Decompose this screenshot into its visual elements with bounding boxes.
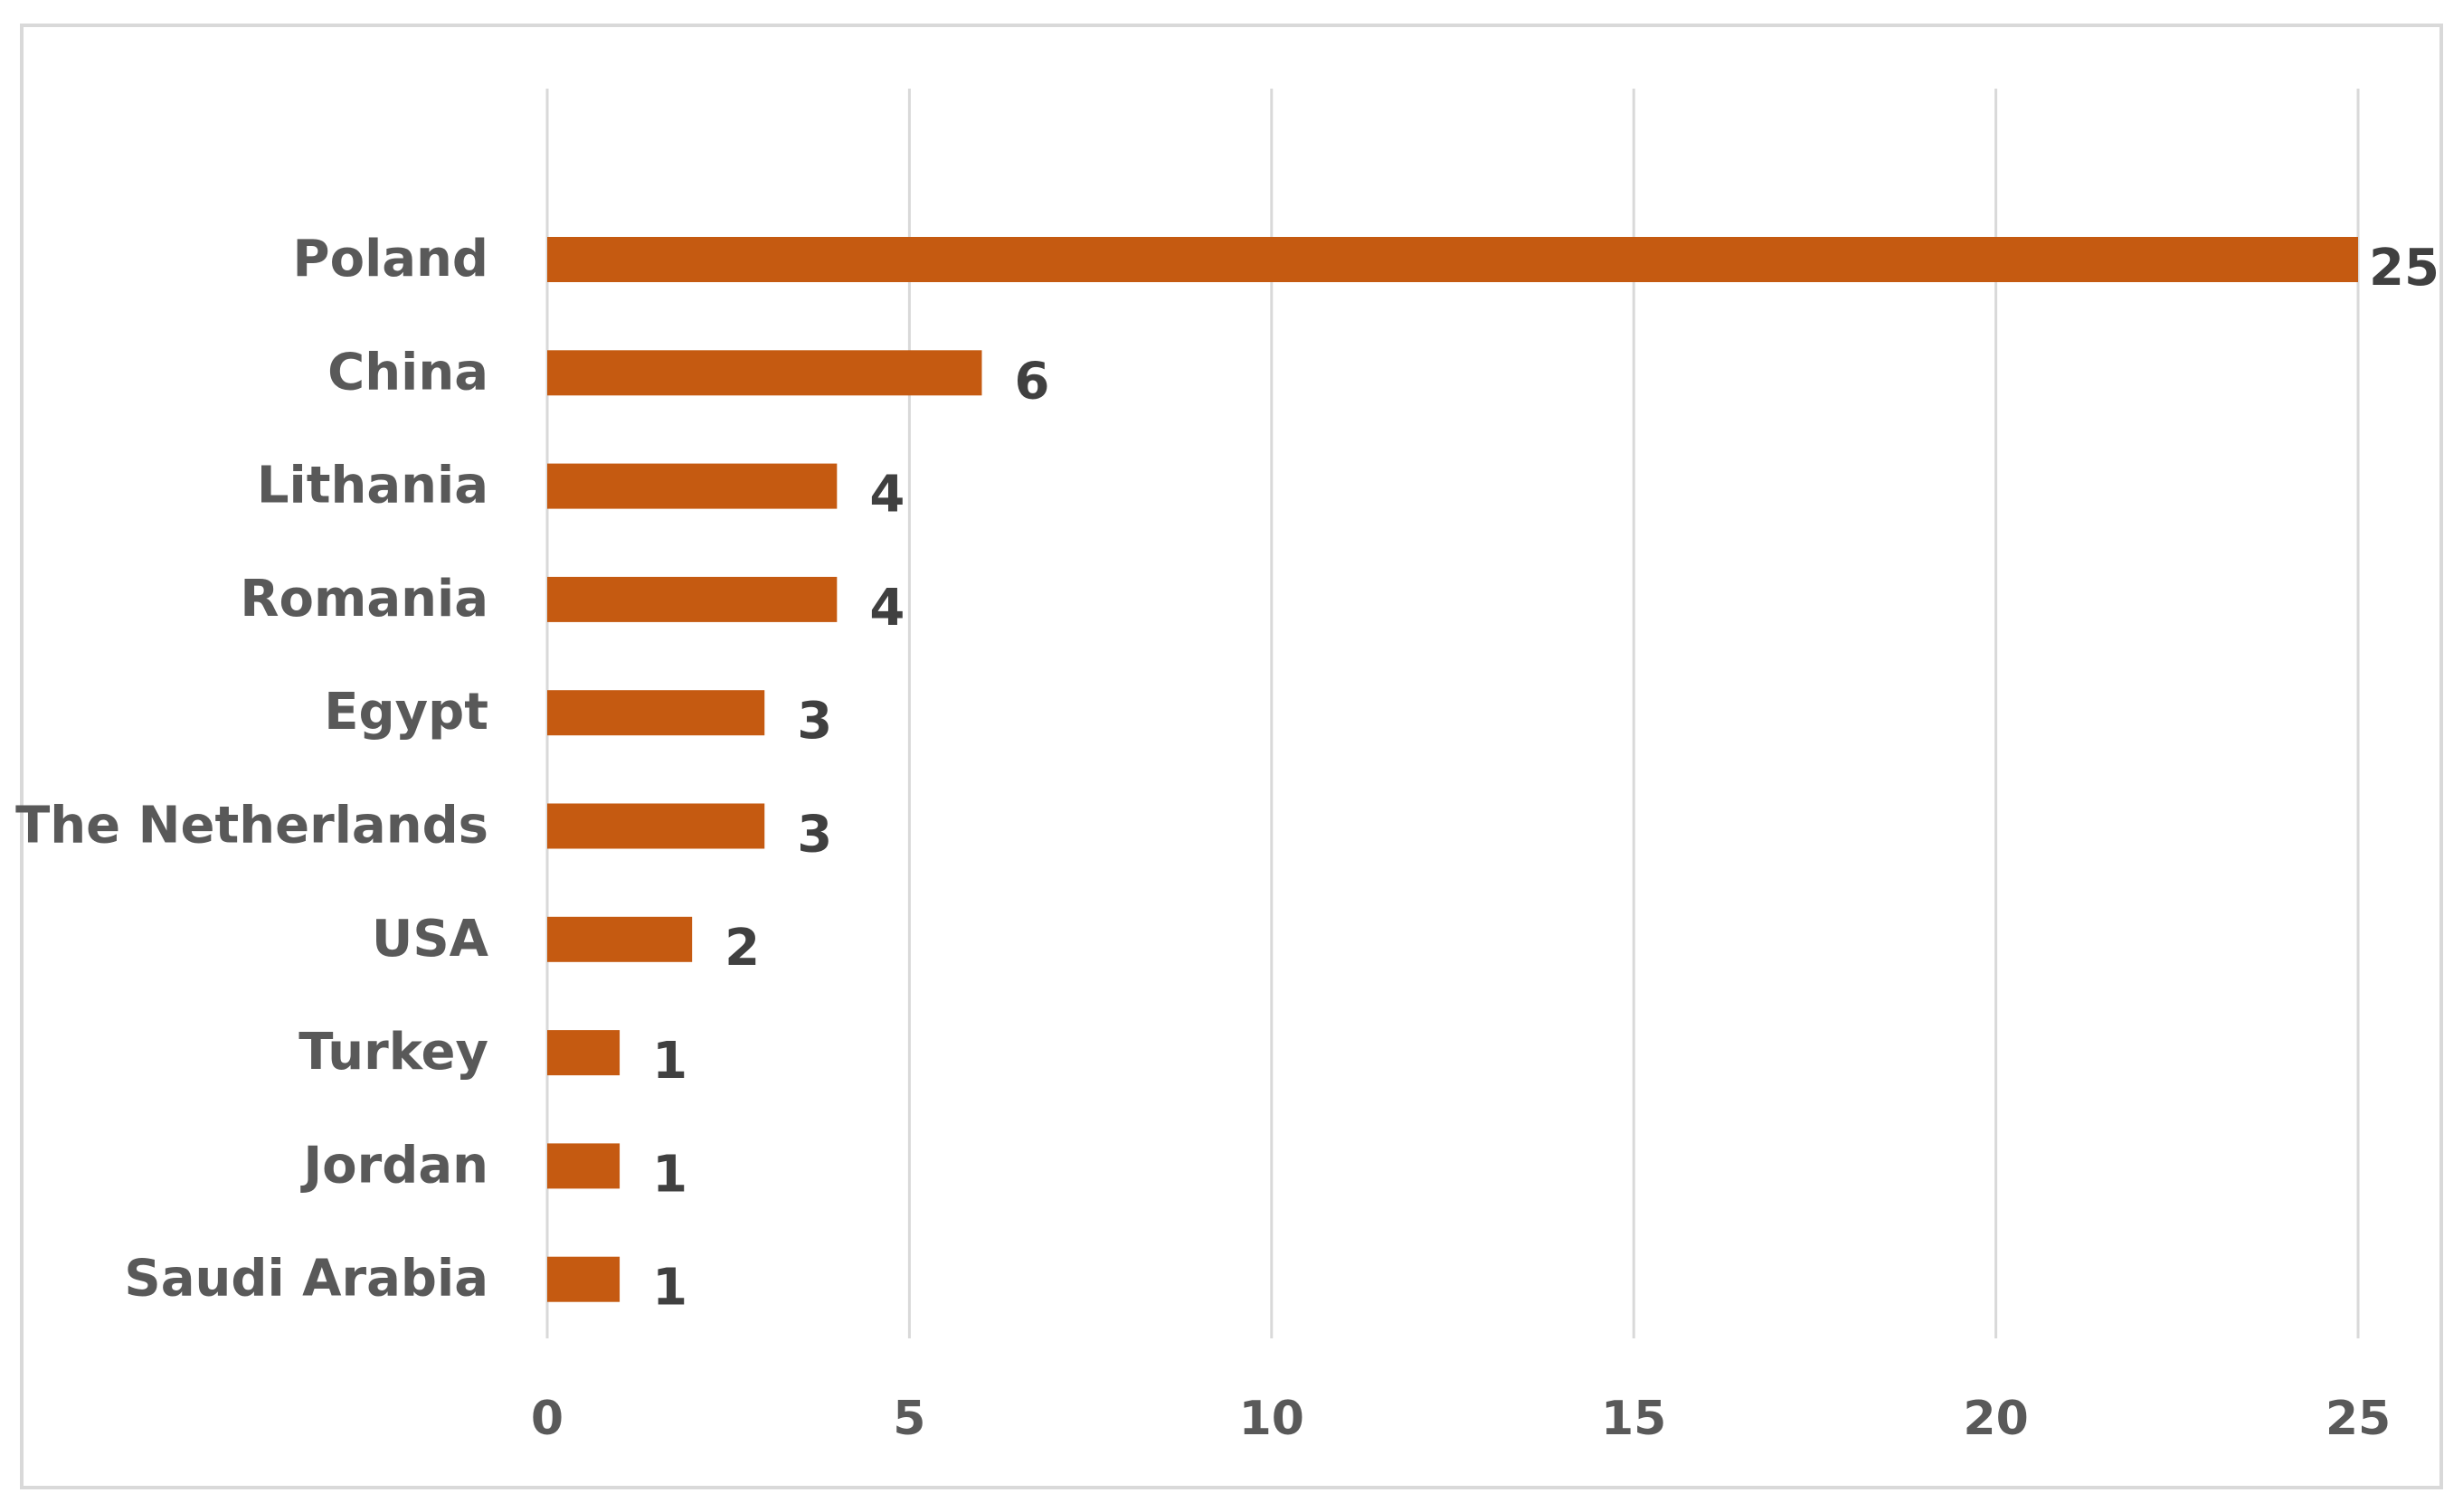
data-label: 4 (869, 466, 905, 524)
data-label: 1 (652, 1145, 687, 1204)
bar-lithania (547, 463, 838, 509)
bar-jordan (547, 1143, 620, 1189)
data-label: 3 (797, 806, 832, 865)
bar-usa (547, 916, 693, 962)
category-label: Poland (293, 230, 488, 288)
bar-egypt (547, 690, 765, 736)
category-label: Saudi Arabia (124, 1250, 488, 1309)
bar-turkey (547, 1030, 620, 1076)
data-label: 1 (652, 1032, 687, 1091)
category-label: The Netherlands (15, 797, 488, 855)
x-tick-label: 10 (1239, 1392, 1304, 1446)
x-tick-label: 15 (1601, 1392, 1666, 1446)
bar-romania (547, 576, 838, 622)
bars (547, 237, 2358, 1302)
bar-china (547, 350, 982, 396)
x-tick-label: 20 (1963, 1392, 2028, 1446)
data-label: 1 (652, 1259, 687, 1318)
data-label: 3 (797, 692, 832, 751)
category-label: China (327, 343, 488, 402)
x-tick-label: 25 (2326, 1392, 2391, 1446)
data-label: 2 (725, 919, 760, 978)
category-labels: Poland China Lithania Romania Egypt The Nethe… (15, 230, 489, 1309)
category-label: Turkey (298, 1023, 488, 1082)
category-label: Lithania (257, 457, 488, 515)
gridlines (545, 89, 2360, 1338)
data-label: 4 (869, 579, 905, 638)
data-label: 25 (2369, 239, 2439, 298)
bar-the-netherlands (547, 803, 765, 849)
category-label: Egypt (324, 683, 488, 742)
x-tick-label: 0 (531, 1392, 564, 1446)
category-label: Romania (240, 570, 488, 628)
x-tick-label: 5 (893, 1392, 925, 1446)
bar-poland (547, 237, 2358, 282)
data-label: 6 (1014, 352, 1049, 411)
category-label: Jordan (299, 1136, 488, 1195)
x-axis-tick-labels: 0 5 10 15 20 25 (531, 1392, 2391, 1446)
bar-saudi-arabia (547, 1256, 620, 1302)
category-label: USA (372, 910, 489, 969)
